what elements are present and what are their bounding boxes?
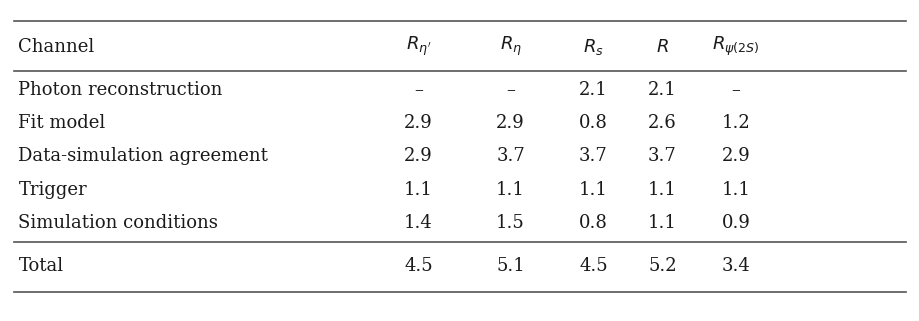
Text: 5.1: 5.1 <box>495 256 525 275</box>
Text: –: – <box>414 81 423 100</box>
Text: 2.9: 2.9 <box>720 147 750 166</box>
Text: 2.9: 2.9 <box>403 114 433 133</box>
Text: 1.1: 1.1 <box>403 180 433 199</box>
Text: 1.4: 1.4 <box>403 213 433 232</box>
Text: 3.7: 3.7 <box>647 147 676 166</box>
Text: $R_{s}$: $R_{s}$ <box>583 37 603 57</box>
Text: Channel: Channel <box>18 38 95 56</box>
Text: 3.7: 3.7 <box>578 147 607 166</box>
Text: 2.9: 2.9 <box>403 147 433 166</box>
Text: 4.5: 4.5 <box>578 256 607 275</box>
Text: 1.5: 1.5 <box>495 213 525 232</box>
Text: 1.1: 1.1 <box>578 180 607 199</box>
Text: 1.1: 1.1 <box>495 180 525 199</box>
Text: $R_{\psi(2S)}$: $R_{\psi(2S)}$ <box>711 35 759 58</box>
Text: 1.1: 1.1 <box>720 180 750 199</box>
Text: 3.4: 3.4 <box>720 256 750 275</box>
Text: 4.5: 4.5 <box>403 256 433 275</box>
Text: 2.9: 2.9 <box>495 114 525 133</box>
Text: $R$: $R$ <box>655 38 668 56</box>
Text: Simulation conditions: Simulation conditions <box>18 213 218 232</box>
Text: $R_{\eta^{\prime}}$: $R_{\eta^{\prime}}$ <box>405 35 431 58</box>
Text: –: – <box>731 81 740 100</box>
Text: 1.2: 1.2 <box>720 114 750 133</box>
Text: –: – <box>505 81 515 100</box>
Text: Data-simulation agreement: Data-simulation agreement <box>18 147 268 166</box>
Text: 1.1: 1.1 <box>647 180 676 199</box>
Text: 0.8: 0.8 <box>578 213 607 232</box>
Text: Trigger: Trigger <box>18 180 87 199</box>
Text: 5.2: 5.2 <box>647 256 676 275</box>
Text: 2.6: 2.6 <box>647 114 676 133</box>
Text: 3.7: 3.7 <box>495 147 525 166</box>
Text: 2.1: 2.1 <box>578 81 607 100</box>
Text: 1.1: 1.1 <box>647 213 676 232</box>
Text: 0.8: 0.8 <box>578 114 607 133</box>
Text: Photon reconstruction: Photon reconstruction <box>18 81 222 100</box>
Text: Total: Total <box>18 256 63 275</box>
Text: Fit model: Fit model <box>18 114 106 133</box>
Text: 0.9: 0.9 <box>720 213 750 232</box>
Text: $R_{\eta}$: $R_{\eta}$ <box>499 35 521 58</box>
Text: 2.1: 2.1 <box>647 81 676 100</box>
